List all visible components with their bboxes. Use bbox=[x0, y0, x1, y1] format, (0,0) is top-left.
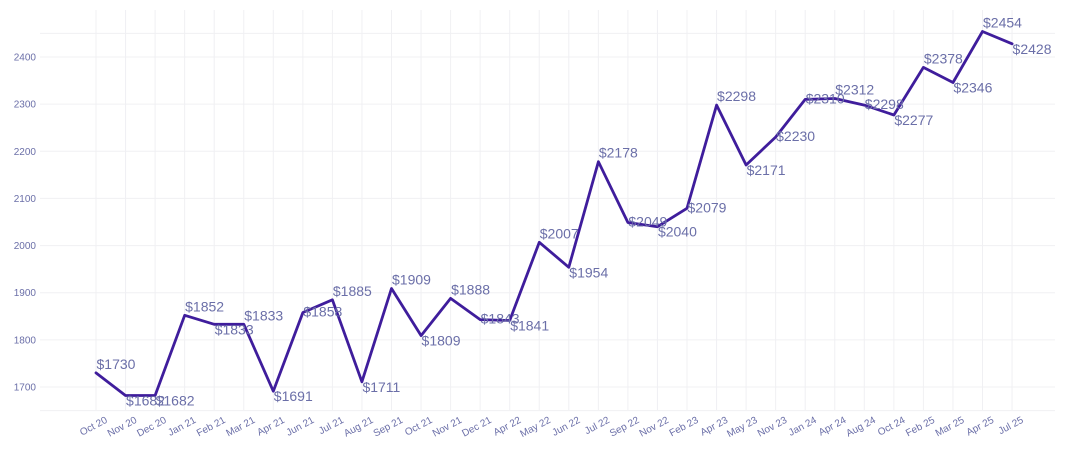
data-labels: $1730 $1682$1682 $1852 $1833$1833 $1691 $1858… bbox=[97, 15, 1052, 409]
x-tick-label: Jul 22 bbox=[583, 415, 612, 437]
y-tick-label: 1700 bbox=[14, 383, 37, 394]
data-label: $1682 bbox=[156, 392, 195, 408]
x-tick-label: Nov 22 bbox=[638, 415, 672, 440]
y-axis: 1700 1800 1900 2000 2100 2200 2300 2400 bbox=[14, 53, 37, 394]
x-tick-label: Sep 22 bbox=[608, 415, 642, 440]
data-label: $1711 bbox=[362, 379, 400, 395]
data-label: $1730 bbox=[97, 356, 136, 372]
data-label: $1885 bbox=[333, 283, 372, 299]
x-tick-label: Oct 21 bbox=[403, 415, 435, 439]
x-tick-label: Apr 24 bbox=[817, 415, 849, 439]
x-tick-label: Aug 24 bbox=[845, 415, 879, 440]
data-label: $2040 bbox=[658, 224, 697, 240]
x-tick-label: Mar 21 bbox=[225, 415, 258, 440]
x-tick-label: Jun 21 bbox=[285, 415, 317, 439]
x-tick-label: Oct 24 bbox=[876, 415, 908, 439]
x-tick-label: Nov 20 bbox=[106, 415, 140, 440]
x-tick-label: Dec 20 bbox=[135, 415, 169, 440]
x-tick-label: Jul 21 bbox=[317, 415, 346, 437]
data-label: $1909 bbox=[392, 271, 431, 287]
x-tick-label: Aug 21 bbox=[342, 415, 376, 440]
data-label: $1852 bbox=[185, 298, 224, 314]
data-label: $2007 bbox=[540, 225, 579, 241]
data-label: $2298 bbox=[865, 96, 904, 112]
data-label: $2378 bbox=[924, 50, 963, 66]
data-label: $2312 bbox=[835, 81, 874, 97]
series-line bbox=[94, 30, 1014, 397]
data-label: $2454 bbox=[983, 15, 1022, 31]
data-label: $1691 bbox=[274, 388, 313, 404]
x-tick-label: Nov 23 bbox=[756, 415, 790, 440]
data-label: $2230 bbox=[776, 128, 815, 144]
y-tick-label: 2200 bbox=[14, 147, 37, 158]
x-tick-label: Dec 21 bbox=[460, 415, 494, 440]
data-label: $1954 bbox=[569, 264, 608, 280]
x-tick-label: Apr 23 bbox=[699, 415, 731, 439]
data-label: $1833 bbox=[244, 307, 283, 323]
x-tick-label: Apr 21 bbox=[256, 415, 288, 439]
y-tick-label: 2000 bbox=[14, 241, 37, 252]
y-tick-label: 2100 bbox=[14, 194, 37, 205]
x-tick-label: Jan 24 bbox=[787, 415, 819, 439]
y-tick-label: 2400 bbox=[14, 53, 37, 64]
data-label: $1833 bbox=[215, 321, 254, 337]
y-tick-label: 2300 bbox=[14, 100, 37, 111]
x-tick-label: Jul 25 bbox=[997, 415, 1026, 437]
x-tick-label: Sep 21 bbox=[372, 415, 406, 440]
x-tick-label: Jun 22 bbox=[551, 415, 583, 439]
data-label: $1682 bbox=[126, 392, 165, 408]
data-label: $1888 bbox=[451, 281, 490, 297]
x-tick-label: Nov 21 bbox=[431, 415, 465, 440]
y-tick-label: 1900 bbox=[14, 288, 37, 299]
grid-layer bbox=[40, 10, 1055, 412]
x-tick-label: Mar 25 bbox=[934, 415, 967, 440]
data-label: $2178 bbox=[599, 145, 638, 161]
data-label: $1843 bbox=[481, 311, 520, 327]
data-label: $2298 bbox=[717, 88, 756, 104]
data-label: $2277 bbox=[894, 112, 933, 128]
x-tick-label: Feb 23 bbox=[668, 415, 701, 440]
data-label: $2171 bbox=[747, 162, 786, 178]
data-label: $1809 bbox=[422, 333, 461, 349]
x-tick-label: May 23 bbox=[725, 415, 760, 440]
data-label: $2310 bbox=[806, 90, 845, 106]
x-tick-label: Feb 25 bbox=[904, 415, 937, 440]
x-tick-label: Jan 21 bbox=[166, 415, 198, 439]
series-layer bbox=[94, 30, 1014, 397]
data-label: $1858 bbox=[303, 304, 342, 320]
x-tick-label: Oct 20 bbox=[78, 415, 110, 439]
data-label: $2079 bbox=[688, 199, 727, 215]
x-tick-label: May 22 bbox=[519, 415, 554, 440]
data-label: $1841 bbox=[510, 318, 549, 334]
x-tick-label: Feb 21 bbox=[195, 415, 228, 440]
x-tick-label: Apr 22 bbox=[492, 415, 524, 439]
y-tick-label: 1800 bbox=[14, 335, 37, 346]
data-label: $2428 bbox=[1013, 41, 1052, 57]
data-label: $2346 bbox=[953, 79, 992, 95]
data-label: $2049 bbox=[628, 213, 667, 229]
x-tick-label: Apr 25 bbox=[965, 415, 997, 439]
